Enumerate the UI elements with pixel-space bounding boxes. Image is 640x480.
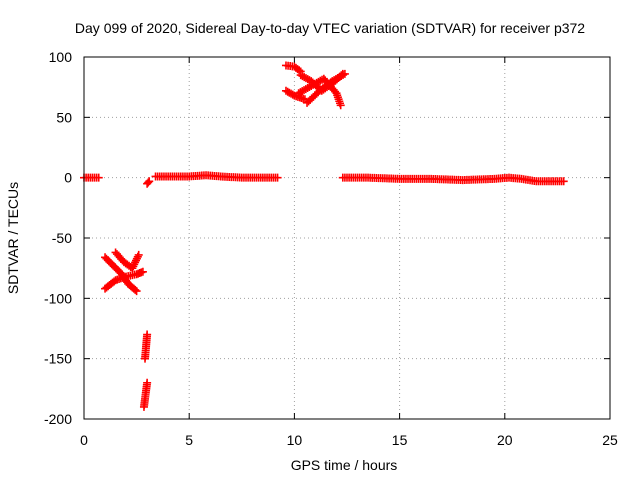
data-point [131,285,140,294]
data-point [145,177,154,186]
y-tick-label: 100 [49,49,73,65]
x-axis-title: GPS time / hours [291,457,398,473]
y-tick-label: -100 [44,290,72,306]
y-tick-label: 0 [64,170,72,186]
data-point [94,173,103,182]
grid-lines [84,57,610,419]
data-point [340,69,349,78]
plot-frame [83,56,611,420]
x-tick-label: 5 [185,432,193,448]
data-series [80,61,568,411]
x-tick-label: 10 [287,432,303,448]
data-point [273,173,282,182]
data-point [339,70,348,79]
data-point [559,177,568,186]
axis-ticks: 0 5 10 15 20 25 -200 -150 -100 -50 0 50 100 [44,49,618,448]
x-tick-label: 20 [497,432,513,448]
y-tick-label: 50 [56,109,72,125]
data-point [295,66,304,75]
data-point [336,101,345,110]
data-point [144,178,153,187]
data-point [143,378,152,387]
chart-title: Day 099 of 2020, Sidereal Day-to-day VTE… [75,20,585,36]
data-point [138,267,147,276]
y-tick-label: -200 [44,411,72,427]
data-point [134,250,143,259]
y-tick-label: -150 [44,351,72,367]
x-tick-label: 15 [392,432,408,448]
x-tick-label: 25 [602,432,618,448]
data-point [132,287,141,296]
data-point [143,330,152,339]
x-tick-label: 0 [80,432,88,448]
y-axis-title: SDTVAR / TECUs [5,182,21,294]
y-tick-label: -50 [52,230,72,246]
